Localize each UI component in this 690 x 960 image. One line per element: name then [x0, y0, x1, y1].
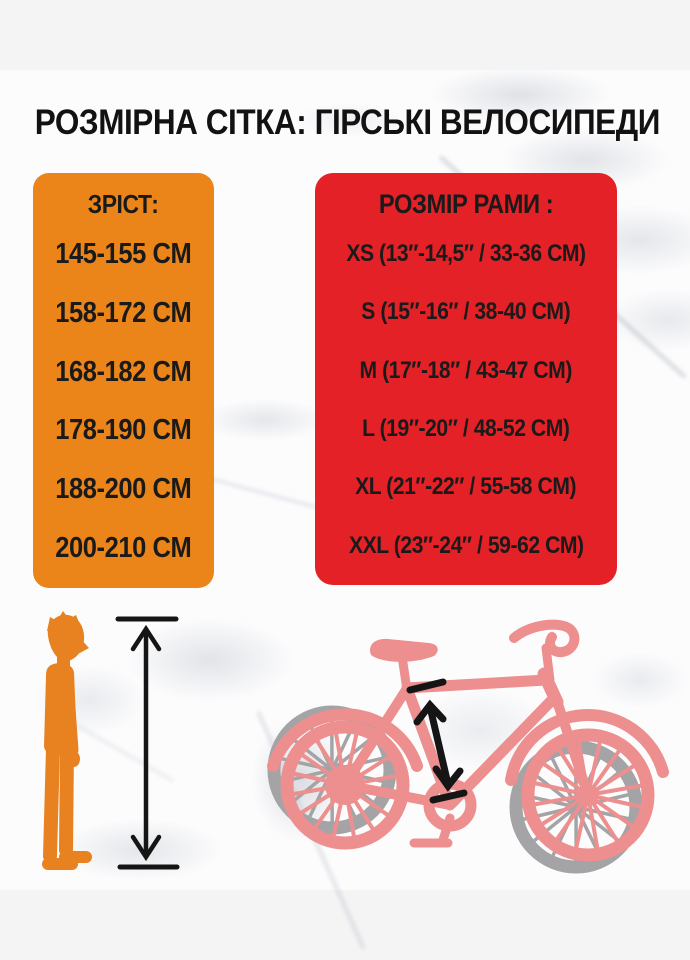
frame-row-1: XS (13″-14,5″ / 33-36 CM)	[346, 240, 586, 268]
height-row-1: 145-155 CM	[55, 237, 192, 270]
frame-row-6: XXL (23″-24″ / 59-62 CM)	[348, 531, 584, 559]
person-silhouette	[42, 611, 92, 870]
height-row-2: 158-172 CM	[55, 296, 192, 329]
frame-size-measure-arrow-icon	[406, 678, 468, 804]
vertical-measure-arrow-icon	[115, 616, 180, 870]
frame-size-column-header: РОЗМІР РАМИ :	[378, 188, 554, 219]
frame-row-2: S (15″-16″ / 38-40 CM)	[361, 298, 571, 326]
frame-row-4: L (19″-20″ / 48-52 CM)	[362, 415, 570, 443]
person-height-silhouette-icon	[42, 611, 180, 870]
height-row-5: 188-200 CM	[55, 473, 192, 506]
bike-body	[267, 619, 669, 862]
height-row-6: 200-210 CM	[55, 532, 192, 565]
frame-row-5: XL (21″-22″ / 55-58 CM)	[355, 473, 577, 501]
height-row-4: 178-190 CM	[55, 414, 192, 447]
height-column-header: ЗРІСТ:	[88, 188, 159, 219]
page-title-text: РОЗМІРНА СІТКА: ГІРСЬКІ ВЕЛОСИПЕДИ	[34, 103, 661, 142]
height-column: ЗРІСТ: 145-155 CM 158-172 CM 168-182 CM …	[33, 173, 214, 588]
saddle	[370, 638, 438, 662]
height-row-3: 168-182 CM	[55, 355, 192, 388]
page-title: РОЗМІРНА СІТКА: ГІРСЬКІ ВЕЛОСИПЕДИ	[0, 103, 690, 143]
frame-size-column: РОЗМІР РАМИ : XS (13″-14,5″ / 33-36 CM) …	[315, 173, 617, 585]
bicycle-frame-size-icon	[267, 619, 669, 874]
handlebar	[509, 619, 580, 658]
frame-row-3: M (17″-18″ / 43-47 CM)	[359, 356, 573, 384]
